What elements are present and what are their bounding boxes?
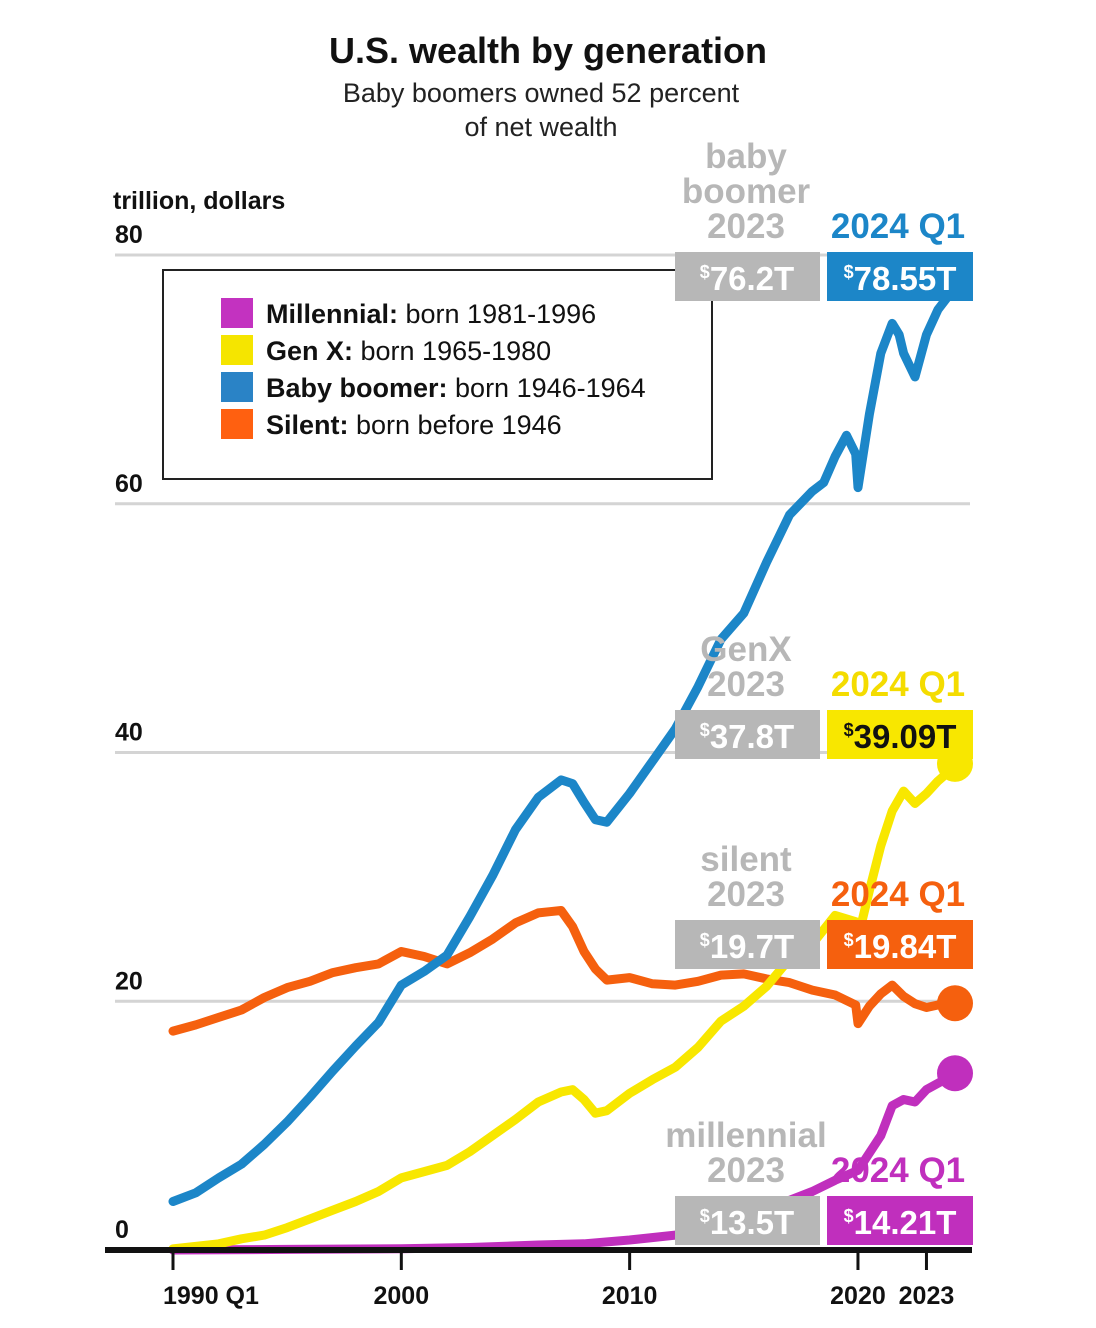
callout-genx-2023-value: $37.8T: [700, 718, 794, 755]
callout-genx-2023-box: [675, 710, 820, 759]
value-text: 39.09T: [854, 718, 957, 755]
x-axis: 1990 Q1 2000 2010 2020 2023: [105, 1247, 972, 1310]
currency-symbol: $: [700, 1206, 710, 1226]
value-text: 19.7T: [710, 928, 794, 965]
x-tick-label-2000: 2000: [374, 1282, 430, 1310]
currency-symbol: $: [844, 1206, 854, 1226]
legend-item-millennial: Millennial: born 1981-1996: [266, 299, 596, 329]
callout-boomer-2024-value: $78.55T: [844, 260, 957, 297]
y-tick-label-80: 80: [115, 221, 143, 249]
callout-silent-label-line: 2023: [707, 875, 785, 914]
legend-item-desc: born 1981-1996: [398, 299, 596, 329]
x-tick-label-1990-Q1: 1990 Q1: [163, 1282, 259, 1310]
y-axis: trillion, dollars 0 20 40 60 80: [113, 187, 285, 1244]
callout-boomer-label-line: boomer: [682, 172, 811, 211]
currency-symbol: $: [844, 720, 854, 740]
value-text: 78.55T: [854, 260, 957, 297]
series-line-silent: [168, 906, 960, 1036]
callout-genx-label-line: GenX: [700, 630, 792, 669]
callout-millennial-2024-value: $14.21T: [844, 1204, 957, 1241]
legend-item-name: Gen X:: [266, 336, 353, 366]
x-tick-label-2020: 2020: [830, 1282, 886, 1310]
legend-swatch-silent: [221, 409, 253, 439]
value-text: 19.84T: [854, 928, 957, 965]
value-text: 76.2T: [710, 260, 794, 297]
callout-silent-2023-box: [675, 920, 820, 969]
currency-symbol: $: [700, 930, 710, 950]
y-tick-label-0: 0: [115, 1216, 129, 1244]
legend-swatch-gen-x: [221, 335, 253, 365]
legend-item-name: Silent:: [266, 410, 349, 440]
subtitle-line-2: of net wealth: [464, 112, 618, 142]
series-lines: [168, 255, 973, 1255]
callout-boomer-label-line: baby: [705, 137, 787, 176]
legend: Millennial: born 1981-1996 Gen X: born 19…: [162, 269, 713, 480]
callout-millennial-label-line: millennial: [665, 1116, 826, 1155]
callout-millennial-2023-value: $13.5T: [700, 1204, 794, 1241]
callout-boomer-2024-label: 2024 Q1: [831, 207, 965, 246]
subtitle-line-1: Baby boomers owned 52 percent: [342, 78, 740, 108]
legend-item-silent: Silent: born before 1946: [266, 410, 562, 440]
x-tick-label-2023: 2023: [899, 1282, 955, 1310]
series-end-point-silent: [937, 985, 973, 1022]
chart-title: U.S. wealth by generation: [328, 30, 768, 71]
currency-symbol: $: [844, 262, 854, 282]
legend-item-desc: born 1965-1980: [353, 336, 551, 366]
currency-symbol: $: [700, 262, 710, 282]
y-tick-label-60: 60: [115, 470, 143, 498]
y-tick-label-40: 40: [115, 719, 143, 747]
callout-silent-2024-value: $19.84T: [844, 928, 957, 965]
callout-millennial-label-line: 2023: [707, 1151, 785, 1190]
value-text: 13.5T: [710, 1204, 794, 1241]
currency-symbol: $: [700, 720, 710, 740]
legend-swatch-millennial: [221, 298, 253, 328]
legend-item-name: Baby boomer:: [266, 373, 448, 403]
legend-box: [162, 269, 713, 480]
callout-millennial-2023-box: [675, 1196, 820, 1245]
callout-genx-2024-value: $39.09T: [844, 718, 957, 755]
callout-genx-2024-label: 2024 Q1: [831, 665, 965, 704]
x-tick-label-2010: 2010: [602, 1282, 658, 1310]
legend-item-desc: born before 1946: [349, 410, 562, 440]
callout-silent-2023-value: $19.7T: [700, 928, 794, 965]
callout-boomer-2023-box: [675, 252, 820, 301]
series-line-baby-boomer: [168, 268, 960, 1206]
y-axis-unit-label: trillion, dollars: [113, 187, 285, 215]
series-end-point-millennial: [937, 1055, 973, 1092]
value-text: 37.8T: [710, 718, 794, 755]
callout-boomer-2024-box: [827, 252, 973, 301]
chart-subtitle: Baby boomers owned 52 percent of net wea…: [0, 76, 1082, 144]
currency-symbol: $: [844, 930, 854, 950]
legend-swatch-baby-boomer: [221, 372, 253, 402]
y-tick-label-20: 20: [115, 967, 143, 995]
callout-genx-label-line: 2023: [707, 665, 785, 704]
legend-item-name: Millennial:: [266, 299, 398, 329]
callout-millennial-2024-label: 2024 Q1: [831, 1151, 965, 1190]
callout-boomer-label-line: 2023: [707, 207, 785, 246]
legend-item-gen-x: Gen X: born 1965-1980: [266, 336, 551, 366]
value-text: 14.21T: [854, 1204, 957, 1241]
callout-millennial-2024-box: [827, 1196, 973, 1245]
callout-silent-2024-box: [827, 920, 973, 969]
callout-genx-2024-box: [827, 710, 973, 759]
legend-item-desc: born 1946-1964: [448, 373, 646, 403]
callout-boomer-2023-value: $76.2T: [700, 260, 794, 297]
callout-silent-label-line: silent: [700, 840, 792, 879]
series-line-gen-x: [168, 759, 960, 1254]
callout-silent-2024-label: 2024 Q1: [831, 875, 965, 914]
legend-item-baby-boomer: Baby boomer: born 1946-1964: [266, 373, 646, 403]
